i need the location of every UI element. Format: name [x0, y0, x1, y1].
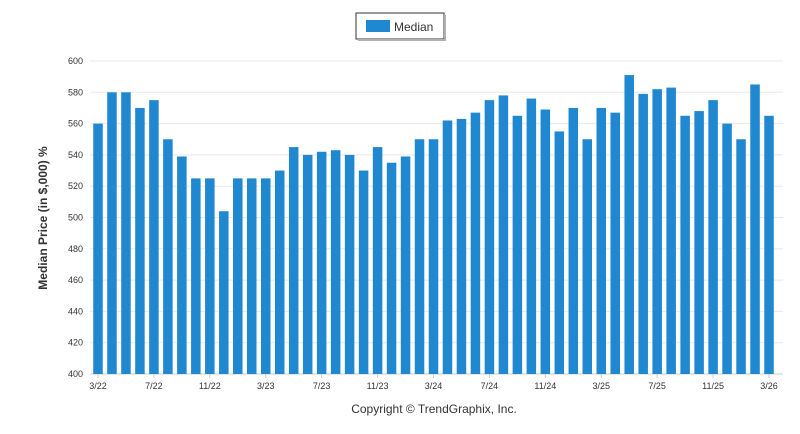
x-tick-label: 7/22	[145, 381, 163, 391]
y-tick-label: 460	[68, 275, 83, 285]
bar-9-23[interactable]	[344, 154, 355, 374]
bar-3-24[interactable]	[428, 139, 439, 374]
bar-4-22[interactable]	[107, 92, 117, 375]
bar-3-22[interactable]	[93, 123, 103, 374]
bar-9-22[interactable]	[177, 156, 187, 374]
bar-4-25[interactable]	[610, 112, 620, 375]
bar-1-26[interactable]	[736, 139, 746, 374]
bar-9-24[interactable]	[512, 115, 523, 374]
bar-7-23[interactable]	[316, 151, 327, 374]
y-axis-title: Median Price (in $,000) %	[36, 146, 50, 290]
legend-box-shadow-bottom	[358, 39, 446, 41]
x-tick-label: 3/23	[257, 381, 275, 391]
bar-11-25[interactable]	[708, 100, 718, 375]
bar-5-22[interactable]	[121, 92, 131, 375]
y-tick-label: 520	[68, 181, 83, 191]
bar-6-23[interactable]	[302, 154, 313, 374]
x-tick-label: 3/22	[89, 381, 107, 391]
bar-10-24[interactable]	[526, 98, 537, 374]
bar-1-25[interactable]	[568, 107, 579, 374]
x-tick-label: 11/25	[702, 381, 724, 391]
bar-2-23[interactable]	[247, 178, 257, 375]
bar-8-24[interactable]	[498, 95, 509, 375]
bar-11-23[interactable]	[372, 147, 383, 374]
y-tick-label: 480	[68, 244, 83, 254]
bar-10-25[interactable]	[694, 111, 704, 374]
bar-11-24[interactable]	[540, 109, 551, 374]
x-tick-label: 7/25	[648, 381, 666, 391]
bar-6-25[interactable]	[638, 93, 648, 375]
bar-12-24[interactable]	[554, 131, 565, 374]
bar-6-24[interactable]	[470, 112, 481, 375]
bar-7-22[interactable]	[149, 100, 159, 375]
x-tick-label: 3/26	[760, 381, 778, 391]
bar-4-23[interactable]	[274, 170, 285, 374]
bar-7-25[interactable]	[652, 89, 662, 375]
bar-2-25[interactable]	[582, 139, 593, 374]
bar-3-25[interactable]	[596, 107, 607, 374]
y-tick-label: 580	[68, 87, 83, 97]
bar-8-23[interactable]	[330, 150, 341, 374]
bar-8-22[interactable]	[163, 139, 173, 374]
bar-layer	[93, 75, 774, 375]
x-tick-label: 7/24	[481, 381, 499, 391]
legend-swatch-median	[366, 20, 390, 32]
axis-layer: 400 420 440 460 480 500 520 540 560 580 600 3/22 7/2…	[68, 56, 778, 391]
bar-3-23[interactable]	[260, 178, 271, 375]
x-tick-label: 11/22	[199, 381, 221, 391]
x-tick-label: 11/24	[534, 381, 556, 391]
bar-12-25[interactable]	[722, 123, 732, 374]
bar-10-22[interactable]	[191, 178, 201, 375]
bar-1-24[interactable]	[400, 156, 411, 374]
bar-12-23[interactable]	[386, 162, 397, 374]
y-tick-label: 600	[68, 56, 83, 66]
bar-1-23[interactable]	[233, 178, 243, 375]
bar-7-24[interactable]	[484, 100, 495, 375]
bar-2-24[interactable]	[414, 139, 425, 374]
y-tick-label: 400	[68, 369, 83, 379]
bar-3-26[interactable]	[764, 115, 774, 374]
y-tick-label: 540	[68, 150, 83, 160]
legend[interactable]: Median	[355, 12, 446, 41]
copyright-text: Copyright © TrendGraphix, Inc.	[351, 402, 517, 416]
legend-label-median: Median	[394, 20, 433, 34]
bar-8-25[interactable]	[666, 87, 676, 374]
y-tick-label: 560	[68, 119, 83, 129]
bar-5-23[interactable]	[288, 147, 299, 374]
bar-11-22[interactable]	[205, 178, 215, 375]
x-tick-label: 3/25	[592, 381, 610, 391]
bar-10-23[interactable]	[358, 170, 369, 374]
bar-4-24[interactable]	[442, 120, 453, 374]
legend-box-shadow	[444, 15, 446, 41]
bar-2-26[interactable]	[750, 84, 760, 374]
y-tick-label: 440	[68, 306, 83, 316]
bar-5-24[interactable]	[456, 118, 467, 374]
x-tick-label: 7/23	[313, 381, 331, 391]
y-tick-label: 500	[68, 213, 83, 223]
bar-6-22[interactable]	[135, 107, 145, 374]
x-tick-label: 3/24	[425, 381, 443, 391]
bar-5-25[interactable]	[624, 75, 634, 374]
x-tick-label: 11/23	[367, 381, 389, 391]
bar-12-22[interactable]	[219, 211, 229, 374]
bar-9-25[interactable]	[680, 115, 690, 374]
y-tick-label: 420	[68, 338, 83, 348]
